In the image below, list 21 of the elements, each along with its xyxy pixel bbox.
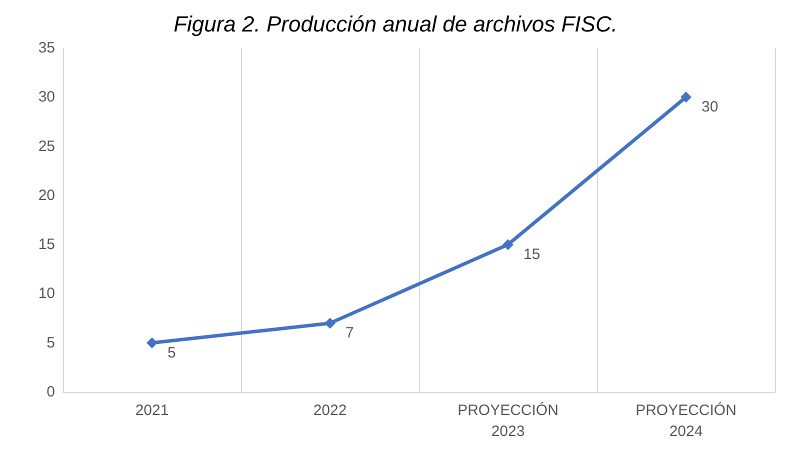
y-tick-label: 25 (38, 138, 55, 155)
point (680, 92, 692, 103)
point (502, 239, 514, 250)
point (324, 318, 336, 329)
data-label: 30 (702, 98, 718, 116)
y-tick-label: 5 (46, 334, 55, 352)
data-label: 15 (524, 246, 540, 264)
point (146, 337, 158, 348)
y-tick-label: 0 (46, 384, 55, 400)
data-label: 5 (168, 344, 176, 362)
x-tick-label: PROYECCIÓN 2023 (458, 401, 558, 440)
chart-title: Figura 2. Producción anual de archivos FISC. (174, 12, 618, 36)
y-tick-label: 10 (38, 285, 55, 302)
y-tick-label: 20 (38, 186, 55, 204)
data-label: 7 (346, 324, 354, 342)
x-tick-label: PROYECCIÓN 2024 (636, 401, 736, 440)
x-tick-label: 2022 (313, 402, 347, 419)
y-tick-label: 30 (38, 88, 55, 106)
x-tick-label: 2021 (135, 402, 169, 419)
y-tick-label: 15 (38, 236, 55, 254)
y-tick-label: 35 (38, 40, 55, 56)
